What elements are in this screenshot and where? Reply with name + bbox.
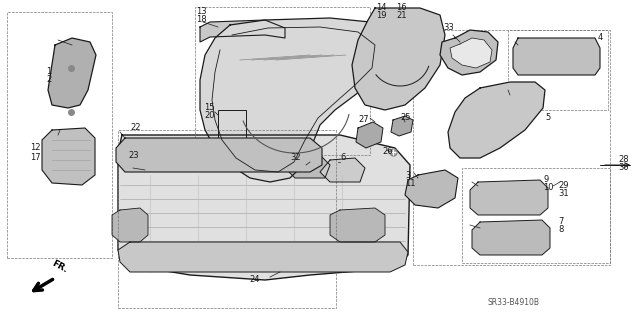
Polygon shape — [440, 30, 498, 75]
Text: 8: 8 — [558, 226, 563, 234]
Polygon shape — [472, 220, 550, 255]
Text: 27: 27 — [358, 115, 369, 124]
Polygon shape — [118, 242, 408, 272]
Text: 19: 19 — [376, 11, 387, 20]
Text: 26: 26 — [382, 147, 392, 157]
Text: 3: 3 — [405, 170, 410, 180]
Text: 24: 24 — [250, 276, 260, 285]
Text: 20: 20 — [204, 112, 214, 121]
Text: 30: 30 — [618, 164, 628, 173]
Text: 29: 29 — [558, 181, 568, 189]
Polygon shape — [48, 38, 96, 108]
Text: 17: 17 — [30, 153, 40, 162]
Text: 15: 15 — [204, 103, 214, 113]
Polygon shape — [42, 128, 95, 185]
Text: 13: 13 — [196, 8, 207, 17]
Text: 10: 10 — [543, 183, 554, 192]
Text: 4: 4 — [598, 33, 604, 42]
Polygon shape — [470, 180, 548, 215]
Bar — [462, 168, 610, 263]
Text: 14: 14 — [376, 4, 387, 12]
Polygon shape — [118, 135, 410, 280]
Text: 16: 16 — [396, 4, 406, 12]
Polygon shape — [285, 155, 330, 178]
Text: 23: 23 — [128, 151, 139, 160]
Polygon shape — [448, 82, 545, 158]
Text: 21: 21 — [396, 11, 406, 20]
Bar — [508, 30, 608, 110]
Bar — [413, 30, 610, 265]
Text: 25: 25 — [400, 114, 410, 122]
Text: SR33-B4910B: SR33-B4910B — [488, 298, 540, 307]
Text: 18: 18 — [196, 16, 207, 25]
Text: 28: 28 — [618, 155, 628, 165]
Polygon shape — [116, 138, 322, 172]
Text: 2: 2 — [46, 76, 51, 85]
Text: 31: 31 — [558, 189, 568, 197]
Text: FR.: FR. — [50, 259, 68, 275]
Polygon shape — [200, 18, 390, 182]
Text: 22: 22 — [130, 123, 141, 132]
Text: 7: 7 — [558, 218, 563, 226]
Bar — [118, 130, 336, 308]
Polygon shape — [112, 208, 148, 242]
Text: 33: 33 — [443, 24, 454, 33]
Text: 9: 9 — [543, 175, 548, 184]
Text: 6: 6 — [340, 153, 346, 162]
Text: 12: 12 — [30, 144, 40, 152]
Polygon shape — [320, 158, 365, 182]
Polygon shape — [405, 170, 458, 208]
Polygon shape — [513, 38, 600, 75]
Bar — [195, 7, 370, 155]
Polygon shape — [330, 208, 385, 242]
Bar — [218, 110, 246, 145]
Polygon shape — [352, 8, 445, 110]
Polygon shape — [356, 122, 383, 148]
Polygon shape — [450, 38, 492, 68]
Polygon shape — [200, 20, 285, 42]
Text: 32: 32 — [290, 153, 301, 162]
Polygon shape — [391, 116, 413, 136]
Bar — [7, 12, 112, 258]
Text: 5: 5 — [545, 114, 550, 122]
Text: 1: 1 — [46, 68, 51, 77]
Text: 11: 11 — [405, 179, 415, 188]
